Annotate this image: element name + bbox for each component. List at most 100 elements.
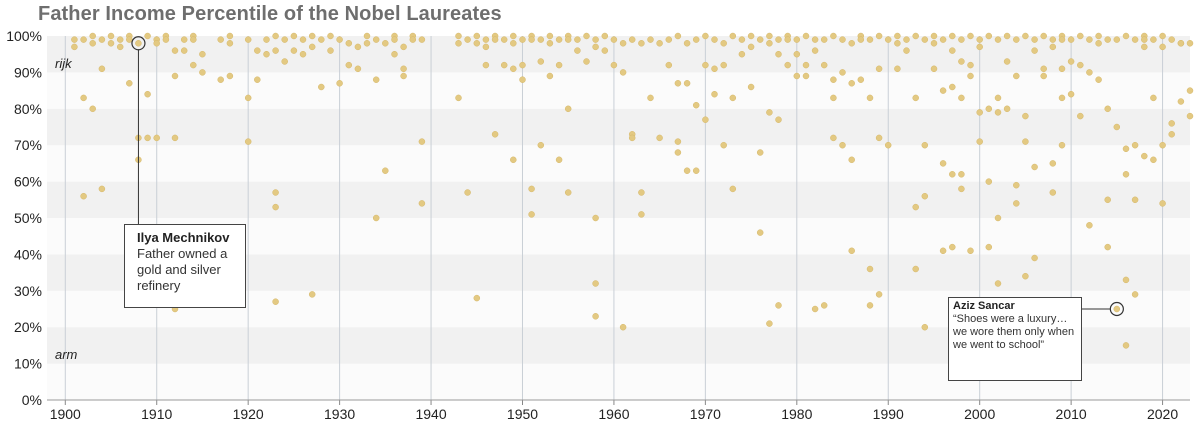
data-point [912, 94, 919, 102]
data-point [1031, 254, 1038, 262]
data-point [1031, 36, 1038, 43]
data-point [656, 40, 663, 47]
data-point [1086, 222, 1093, 229]
y-tick-label: 100% [6, 28, 42, 44]
callout-name: Aziz Sancar [953, 300, 1015, 312]
data-point [574, 36, 581, 43]
data-point [683, 167, 691, 174]
data-point [98, 185, 106, 193]
data-point [619, 69, 627, 76]
x-tick-label: 1900 [50, 406, 81, 422]
data-point [1131, 291, 1139, 298]
data-point [71, 36, 78, 43]
data-point [107, 32, 115, 40]
data-point [766, 109, 773, 116]
data-point [976, 138, 983, 145]
data-point [263, 36, 270, 43]
data-point [830, 134, 837, 142]
data-point [638, 211, 645, 218]
data-point [1104, 36, 1111, 43]
data-point [921, 192, 929, 200]
data-point [180, 36, 188, 43]
data-point [418, 138, 426, 145]
data-point [107, 40, 115, 47]
data-point [756, 149, 764, 156]
y-tick-label: 50% [14, 210, 42, 226]
chart-title: Father Income Percentile of the Nobel La… [38, 3, 502, 25]
data-point [482, 36, 490, 43]
data-point [519, 61, 526, 69]
data-point [400, 65, 407, 73]
data-point [272, 298, 279, 305]
data-point [1122, 145, 1130, 153]
data-point [281, 36, 288, 43]
data-point [1095, 76, 1102, 83]
data-point [308, 43, 316, 51]
data-point [638, 189, 645, 196]
data-point [729, 32, 737, 40]
data-point [949, 171, 956, 178]
data-point [1077, 61, 1084, 69]
data-point [144, 90, 151, 98]
data-point [418, 200, 426, 207]
data-point [363, 32, 371, 40]
data-point [820, 302, 828, 309]
data-point [939, 36, 947, 43]
data-point [720, 40, 727, 47]
data-point [766, 32, 773, 40]
data-point [564, 105, 572, 113]
data-point [409, 36, 417, 43]
callout-sancar: Aziz Sancar “Shoes were a luxury… we wor… [948, 297, 1082, 381]
data-point [1150, 156, 1157, 164]
data-point [491, 131, 499, 138]
data-point [775, 116, 782, 123]
data-point [1058, 36, 1066, 43]
data-point [1104, 105, 1111, 113]
data-point [1168, 120, 1175, 127]
data-point [939, 87, 947, 94]
data-point [190, 36, 197, 43]
data-point [519, 36, 526, 43]
data-point [382, 40, 389, 47]
data-point [647, 36, 654, 43]
data-point [994, 94, 1002, 102]
data-point [793, 36, 801, 43]
y-tick-label: 60% [14, 174, 42, 190]
data-points [71, 32, 1194, 349]
data-point [967, 32, 974, 40]
data-point [1113, 305, 1121, 313]
data-point [756, 36, 764, 43]
data-point [135, 40, 142, 47]
data-point [1150, 36, 1157, 43]
data-point [510, 65, 517, 73]
data-point [720, 141, 727, 149]
data-point [692, 167, 700, 174]
data-point [199, 50, 206, 58]
data-point [1086, 36, 1093, 43]
data-point [1067, 90, 1075, 98]
data-point [711, 36, 718, 43]
data-point [299, 50, 307, 58]
data-point [921, 323, 929, 331]
data-point [217, 36, 224, 43]
data-point [802, 32, 810, 40]
data-point [1141, 43, 1148, 51]
y-tick-label: 30% [14, 283, 42, 299]
data-point [711, 90, 718, 98]
data-point [1131, 141, 1139, 149]
data-point [290, 32, 298, 40]
data-point [592, 280, 599, 287]
data-point [994, 36, 1002, 43]
data-point [1122, 276, 1130, 284]
data-point [418, 36, 426, 43]
data-point [190, 61, 197, 69]
data-point [281, 58, 288, 65]
data-point [601, 47, 609, 54]
data-point [1022, 272, 1029, 280]
y-axis: 0% 10% 20% 30% 40% 50% 60% 70% 80% 90% 100% [6, 28, 42, 408]
y-tick-label: 10% [14, 356, 42, 372]
data-point [1113, 123, 1121, 131]
data-point [254, 76, 261, 83]
data-point [976, 36, 983, 43]
data-point [1067, 58, 1075, 65]
